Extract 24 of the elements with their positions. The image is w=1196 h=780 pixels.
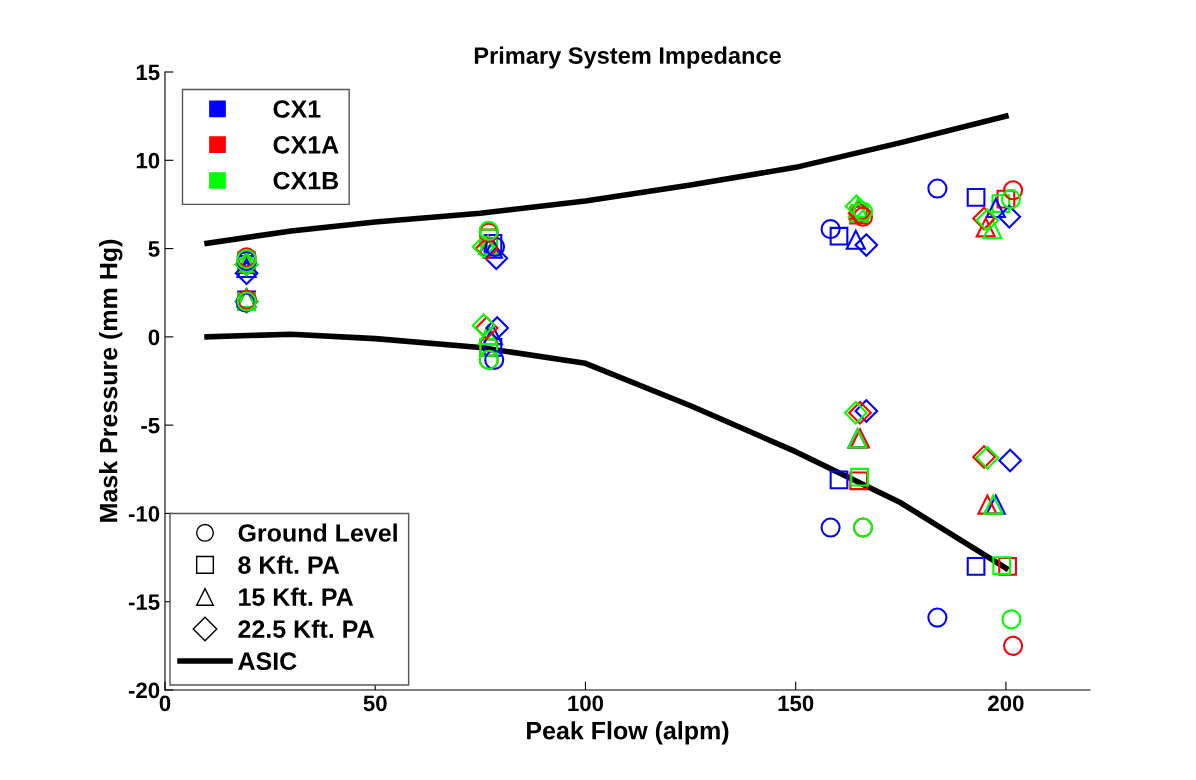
x-tick-label: 0 <box>159 695 171 712</box>
annotation: 22.5 Kft. PA <box>238 619 374 638</box>
legend-label: CX1A <box>273 135 339 154</box>
annotation: Ground Level <box>238 523 397 542</box>
legend-label: ASIC <box>238 652 297 671</box>
x-tick-label: 150 <box>778 695 814 712</box>
legend-label: CX1B <box>273 171 339 190</box>
x-tick-label: 50 <box>363 695 387 712</box>
chart-title: Primary System Impedance <box>474 46 781 69</box>
legend-label: CX1 <box>273 100 321 118</box>
y-tick-label: 10 <box>136 152 160 169</box>
x-tick-label: 200 <box>988 695 1024 712</box>
y-tick-label: 0 <box>148 329 160 346</box>
annotation: 15 Kft. PA <box>239 587 354 606</box>
y-axis-title: Mask Pressure (mm Hg) <box>99 239 123 522</box>
y-tick-label: -5 <box>141 417 160 434</box>
y-tick-label: -15 <box>128 594 160 610</box>
y-tick-label: 15 <box>136 64 160 81</box>
annotation: 8 Kft. PA <box>238 555 340 574</box>
x-axis-title: Peak Flow (alpm) <box>527 721 729 745</box>
x-tick-label: 100 <box>568 695 604 712</box>
y-tick-label: -20 <box>128 682 160 699</box>
y-tick-label: 5 <box>148 241 160 257</box>
y-tick-label: -10 <box>128 505 160 522</box>
